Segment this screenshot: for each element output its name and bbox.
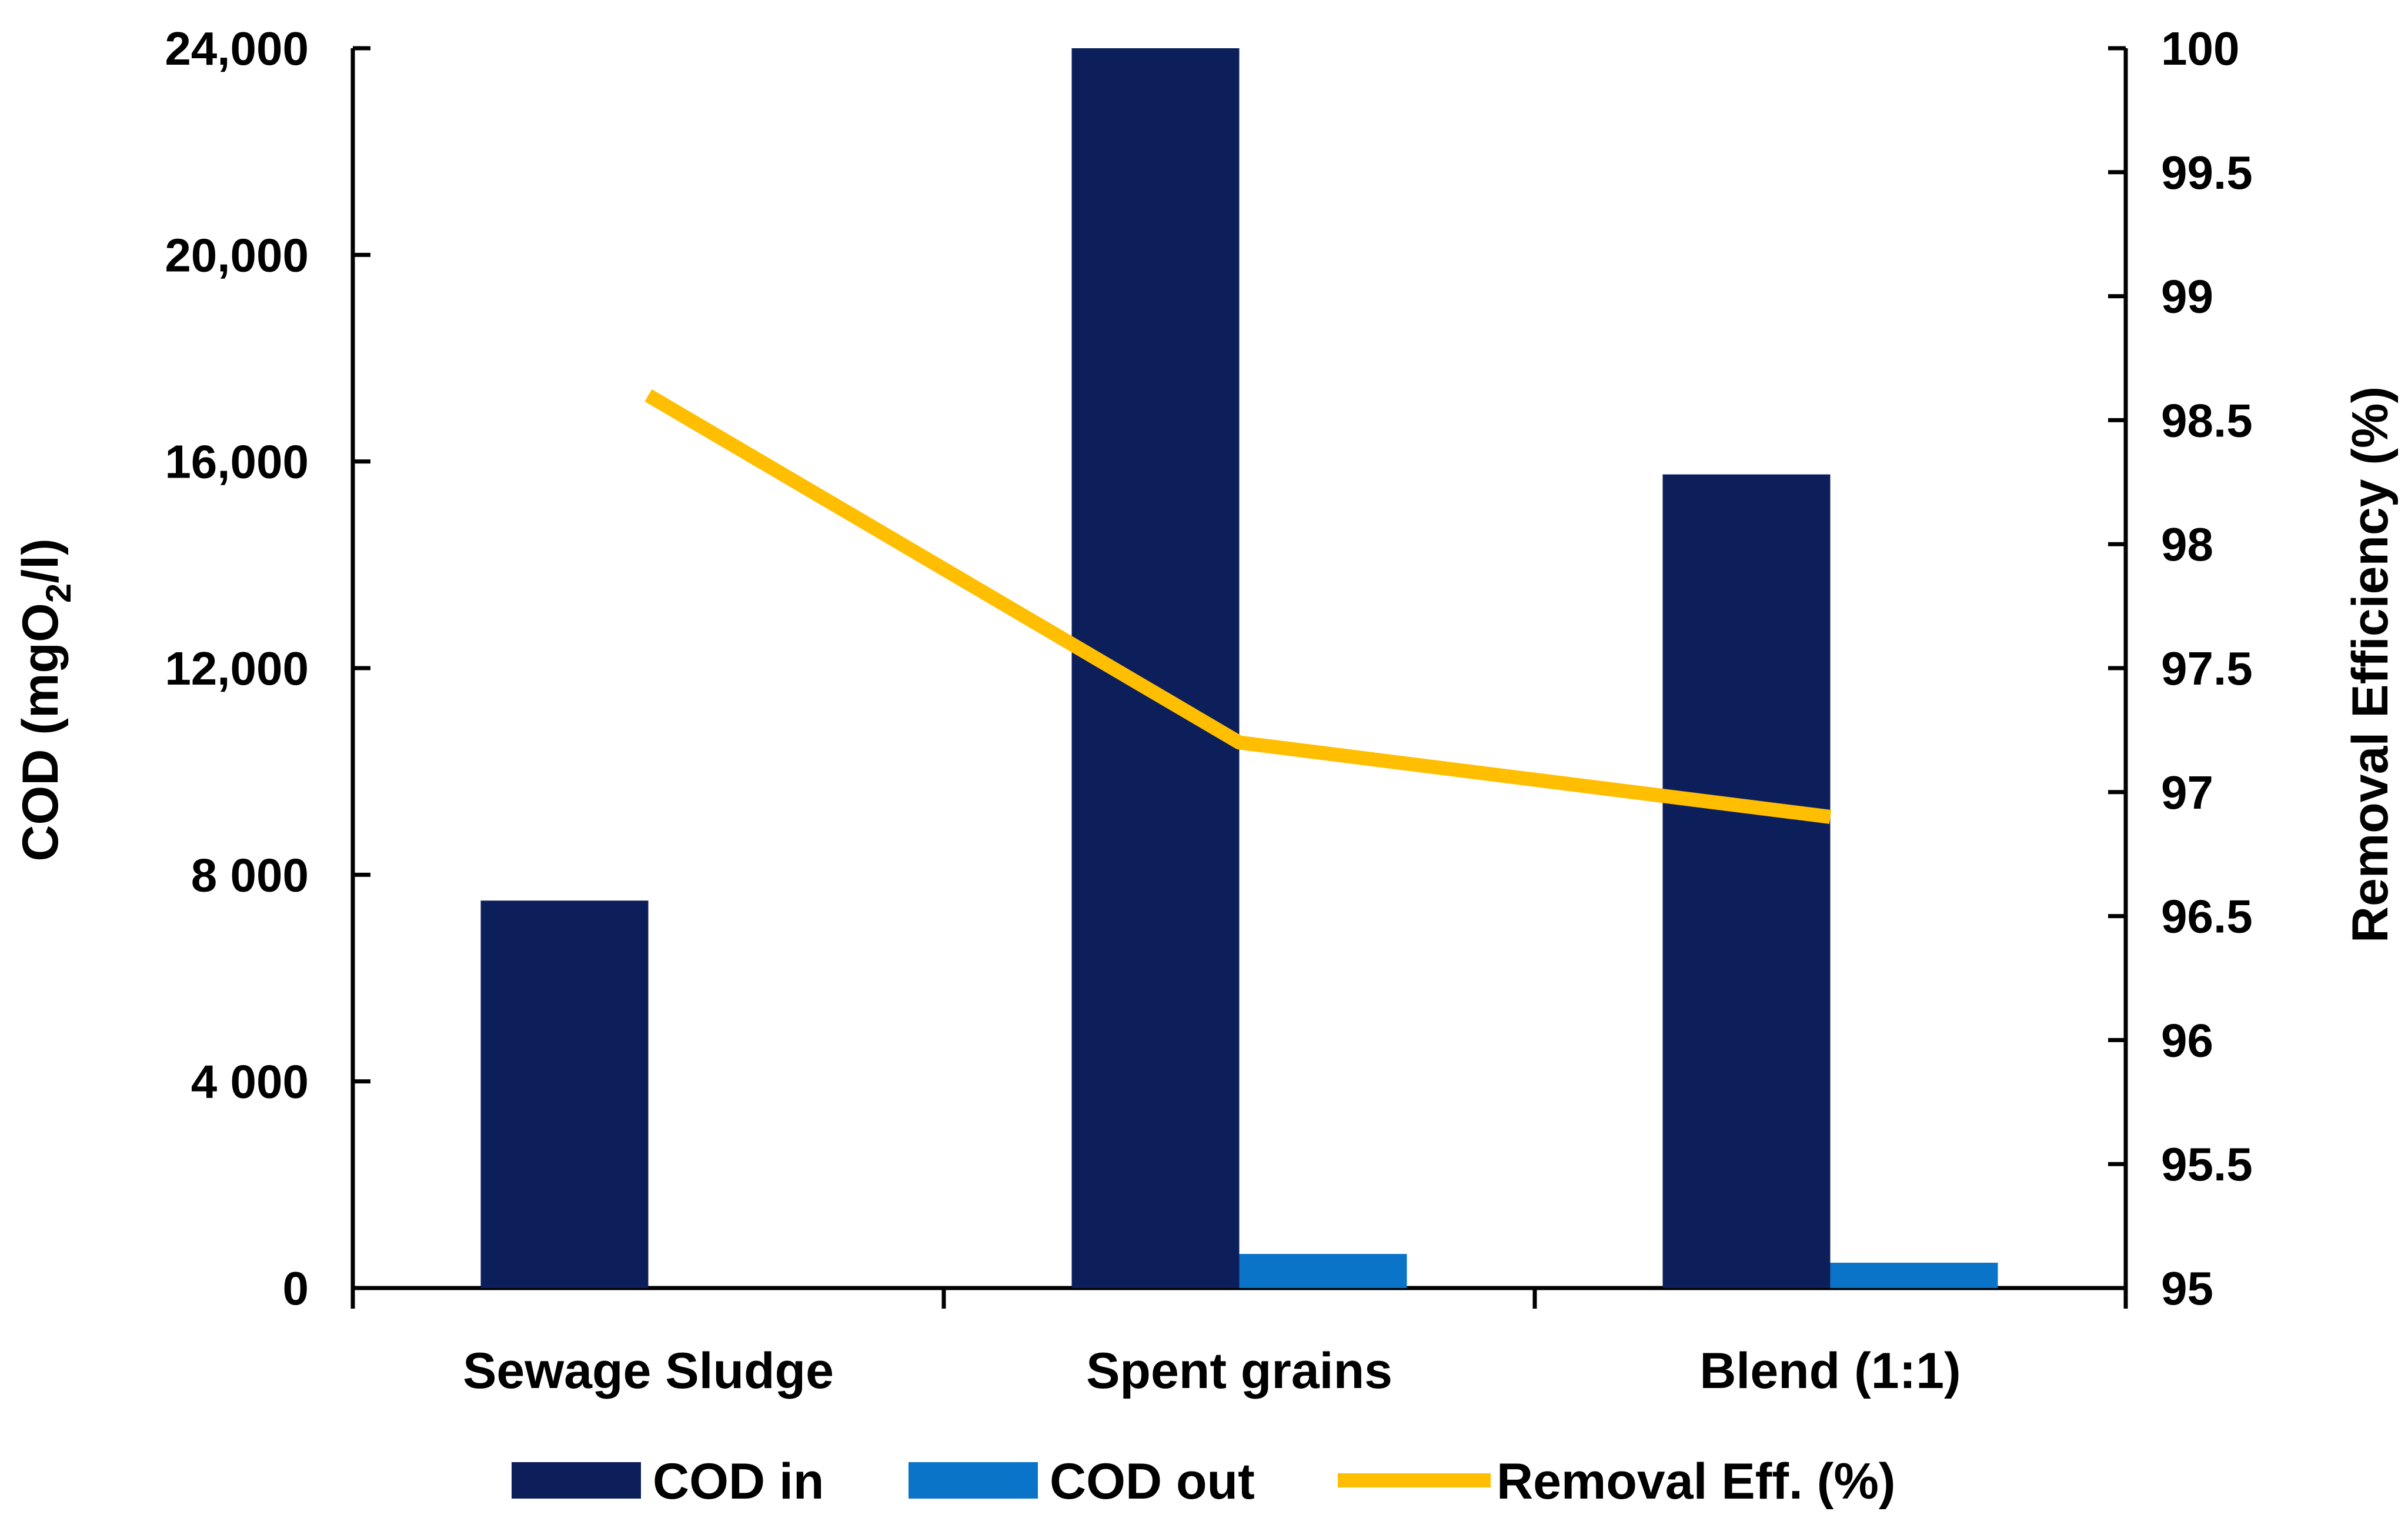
- x-category-label: Sewage Sludge: [463, 1343, 834, 1399]
- right-tick-label: 100: [2161, 22, 2239, 75]
- left-tick-label: 16,000: [165, 436, 309, 488]
- legend-swatch-cod-in: [512, 1462, 641, 1499]
- right-tick-label: 96.5: [2161, 890, 2253, 943]
- right-tick-label: 99.5: [2161, 146, 2253, 199]
- bars: [480, 48, 1998, 1288]
- left-tick-label: 8 000: [191, 849, 309, 901]
- left-tick-label: 24,000: [165, 22, 309, 75]
- right-tick-label: 95: [2161, 1262, 2213, 1315]
- right-tick-label: 95.5: [2161, 1138, 2253, 1190]
- right-tick-label: 99: [2161, 271, 2213, 323]
- y-axis-left-label: COD (mgO2/l): [12, 538, 78, 861]
- x-category-label: Spent grains: [1086, 1343, 1392, 1399]
- right-tick-label: 97.5: [2161, 642, 2253, 695]
- bar-cod-in: [1071, 48, 1240, 1288]
- x-category-label: Blend (1:1): [1699, 1343, 1961, 1399]
- efficiency-point: [1238, 742, 1240, 743]
- legend: COD in COD out Removal Eff. (%): [512, 1453, 1896, 1510]
- right-tick-label: 98: [2161, 518, 2213, 571]
- left-tick-label: 20,000: [165, 229, 309, 281]
- bar-cod-out: [1830, 1262, 1998, 1288]
- efficiency-point: [647, 395, 649, 396]
- bar-cod-in: [1662, 474, 1831, 1288]
- legend-label-removal-eff: Removal Eff. (%): [1497, 1453, 1896, 1510]
- left-tick-label: 4 000: [191, 1056, 309, 1108]
- left-tick-label: 0: [283, 1262, 309, 1315]
- right-tick-label: 98.5: [2161, 394, 2253, 446]
- left-tick-label: 12,000: [165, 642, 309, 695]
- axes: 0 4 000 8 000 12,000 16,000 20,000 24,000 95 95.…: [165, 22, 2252, 1399]
- legend-label-cod-in: COD in: [653, 1453, 824, 1510]
- bar-cod-in: [480, 900, 649, 1288]
- legend-label-cod-out: COD out: [1050, 1453, 1255, 1510]
- legend-swatch-cod-out: [909, 1462, 1038, 1499]
- right-tick-label: 96: [2161, 1014, 2213, 1066]
- right-tick-label: 97: [2161, 766, 2213, 819]
- bar-cod-out: [1239, 1254, 1407, 1288]
- efficiency-point: [1829, 816, 1831, 818]
- y-axis-right-label: Removal Efficiency (%): [2342, 386, 2399, 943]
- axis-labels: COD (mgO2/l) Removal Efficiency (%): [12, 386, 2399, 943]
- efficiency-line-group: [644, 389, 1831, 824]
